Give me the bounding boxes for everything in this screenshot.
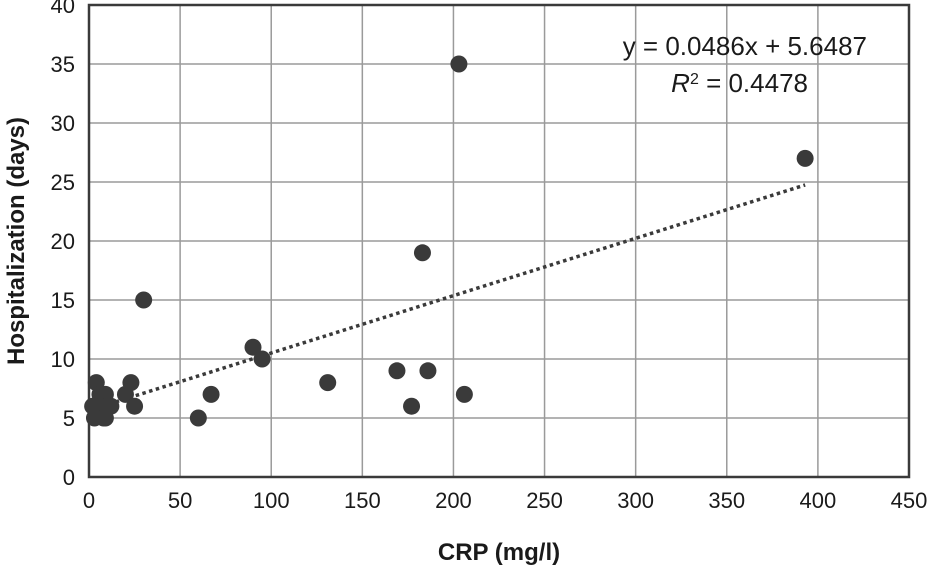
y-tick-label: 25	[51, 170, 75, 195]
x-tick-label: 0	[83, 488, 95, 513]
trendline-equation: y = 0.0486x + 5.6487	[623, 31, 867, 61]
x-tick-label: 200	[435, 488, 472, 513]
data-point	[413, 244, 431, 262]
x-tick-label: 300	[617, 488, 654, 513]
data-point	[189, 409, 207, 427]
data-point	[388, 362, 406, 380]
data-points	[84, 55, 814, 427]
y-tick-label: 15	[51, 288, 75, 313]
x-tick-label: 400	[800, 488, 837, 513]
r-squared-value: = 0.4478	[699, 68, 808, 98]
data-point	[796, 149, 814, 167]
data-point	[403, 397, 421, 415]
x-tick-label: 100	[253, 488, 290, 513]
data-point	[135, 291, 153, 309]
x-tick-label: 50	[168, 488, 192, 513]
data-point	[450, 55, 468, 73]
data-point	[253, 350, 271, 368]
r-squared-label: R2 = 0.4478	[671, 68, 808, 98]
y-tick-label: 0	[63, 465, 75, 490]
x-tick-label: 450	[891, 488, 927, 513]
data-point	[244, 338, 262, 356]
y-tick-label: 30	[51, 111, 75, 136]
x-tick-label: 250	[526, 488, 563, 513]
y-tick-label: 35	[51, 52, 75, 77]
x-tick-label: 150	[344, 488, 381, 513]
trendline	[88, 183, 806, 413]
r-squared-superscript: 2	[690, 71, 699, 88]
trendline-layer	[88, 183, 806, 413]
plot-frame	[87, 3, 911, 479]
x-axis-title: CRP (mg/l)	[438, 539, 560, 566]
data-point	[419, 362, 437, 380]
y-tick-label: 20	[51, 229, 75, 254]
r-squared-symbol: R	[671, 68, 690, 98]
y-tick-label: 5	[63, 406, 75, 431]
x-tick-label: 350	[708, 488, 745, 513]
y-tick-label: 10	[51, 347, 75, 372]
data-point	[319, 374, 337, 392]
y-axis-tick-labels: 0 5 10 15 20 25 30 35 40	[51, 0, 75, 490]
data-point	[202, 385, 220, 403]
y-tick-label: 40	[51, 0, 75, 18]
y-axis-title: Hospitalization (days)	[3, 117, 30, 365]
data-point	[122, 374, 140, 392]
data-point	[455, 385, 473, 403]
data-point	[126, 397, 144, 415]
data-point	[102, 397, 120, 415]
x-axis-tick-labels: 0 50 100 150 200 250 300 350 400 450	[83, 488, 927, 513]
